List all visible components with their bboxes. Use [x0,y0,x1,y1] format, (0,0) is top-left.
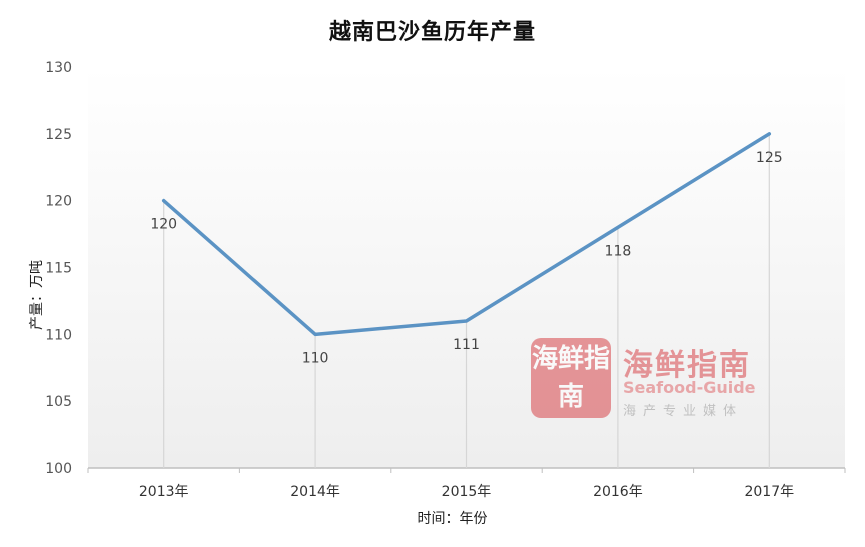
data-label: 120 [150,217,177,233]
watermark-logo-text: 海鲜指南 [531,344,610,412]
data-label: 125 [756,150,783,166]
x-tick-label: 2016年 [593,484,643,500]
y-tick-label: 120 [45,194,72,210]
y-tick-label: 115 [45,261,72,277]
x-axis-label: 时间：年份 [417,511,488,527]
y-tick-label: 100 [45,461,72,477]
x-tick-label: 2015年 [442,484,492,500]
watermark-logo: 海鲜指南 [531,338,611,418]
data-label: 110 [302,350,329,366]
watermark: 海鲜指南 海鲜指南 Seafood-Guide 海产专业媒体 [531,338,761,422]
series-line [161,132,772,337]
data-label: 111 [453,337,480,353]
y-tick-label: 125 [45,127,72,143]
x-tick-label: 2014年 [290,484,340,500]
data-label: 118 [605,243,632,259]
y-tick-label: 105 [45,394,72,410]
x-tick-label: 2017年 [744,484,794,500]
watermark-subtitle: Seafood-Guide [623,378,756,397]
x-tick-label: 2013年 [139,484,189,500]
chart-title: 越南巴沙鱼历年产量 [328,19,536,45]
watermark-name: 海鲜指南 [623,348,751,383]
y-tick-label: 110 [45,327,72,343]
y-tick-label: 130 [45,60,72,76]
watermark-tagline: 海产专业媒体 [623,404,744,419]
